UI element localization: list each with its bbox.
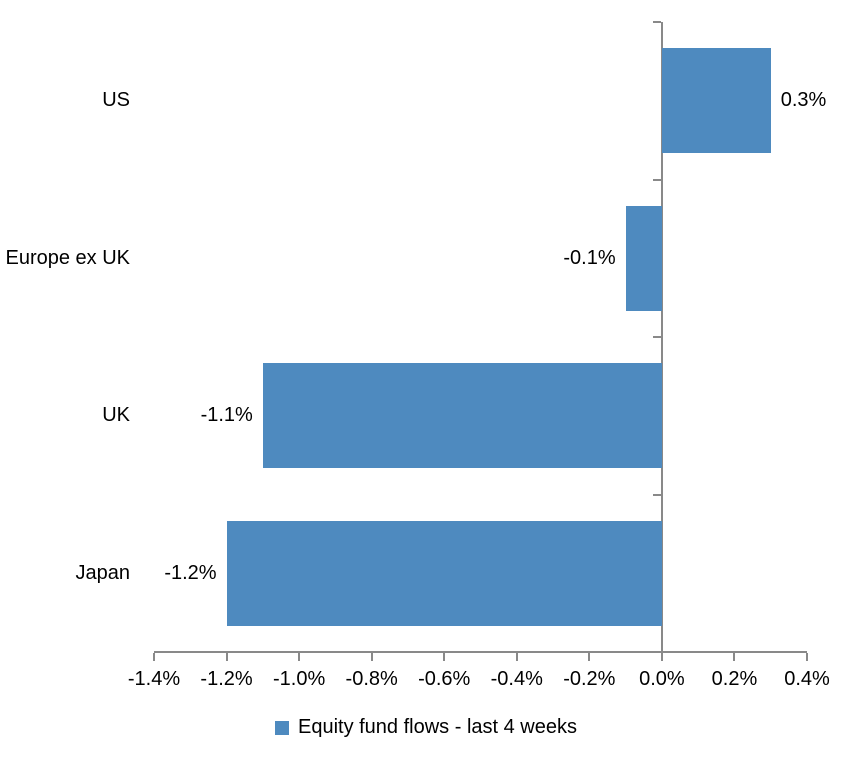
category-boundary-tick — [652, 178, 661, 181]
x-axis-tick — [225, 653, 228, 661]
x-tick-label: 0.0% — [639, 668, 685, 690]
x-tick-label: -0.4% — [490, 668, 543, 690]
x-tick-label: -1.0% — [272, 668, 326, 690]
value-label-uk: -1.1% — [200, 404, 253, 427]
category-label-japan: Japan — [75, 561, 131, 584]
category-boundary-tick — [652, 21, 661, 23]
x-tick-label: -1.4% — [127, 668, 181, 690]
bar-us — [661, 48, 771, 154]
category-boundary-tick — [652, 493, 661, 496]
x-axis-tick — [515, 653, 518, 661]
legend-label: Equity fund flows - last 4 weeks — [297, 716, 577, 738]
x-tick-label: 0.2% — [711, 668, 758, 690]
x-axis-tick — [443, 653, 446, 661]
legend-color-swatch — [274, 720, 289, 735]
legend: Equity fund flows - last 4 weeks — [0, 716, 852, 739]
x-axis-line — [154, 651, 807, 653]
bar-europe-ex-uk — [625, 205, 662, 311]
zero-baseline — [660, 22, 663, 661]
plot-area: 0.3% -0.1% -1.1% -1.2% — [153, 21, 826, 661]
value-label-europe-ex-uk: -0.1% — [563, 246, 616, 269]
bar-japan — [226, 520, 662, 626]
value-label-japan: -1.2% — [164, 561, 217, 584]
value-label-us: 0.3% — [780, 89, 827, 112]
x-axis-tick — [660, 653, 663, 661]
x-axis-tick — [153, 653, 155, 661]
x-axis-tick — [298, 653, 301, 661]
category-boundary-tick — [652, 336, 661, 338]
x-axis-tick — [806, 653, 808, 661]
x-tick-label: 0.4% — [784, 668, 830, 690]
bar-uk — [262, 363, 662, 469]
x-axis-tick — [733, 653, 736, 661]
x-tick-label: -1.2% — [200, 668, 253, 690]
category-boundary-tick — [652, 651, 661, 653]
x-axis-tick — [370, 653, 373, 661]
category-label-us: US — [102, 89, 130, 112]
category-label-uk: UK — [102, 404, 130, 427]
x-axis-tick — [588, 653, 591, 661]
category-label-europe-ex-uk: Europe ex UK — [5, 246, 130, 269]
x-tick-label: -0.6% — [418, 668, 471, 690]
x-tick-label: -0.8% — [345, 668, 398, 690]
x-tick-label: -0.2% — [563, 668, 616, 690]
